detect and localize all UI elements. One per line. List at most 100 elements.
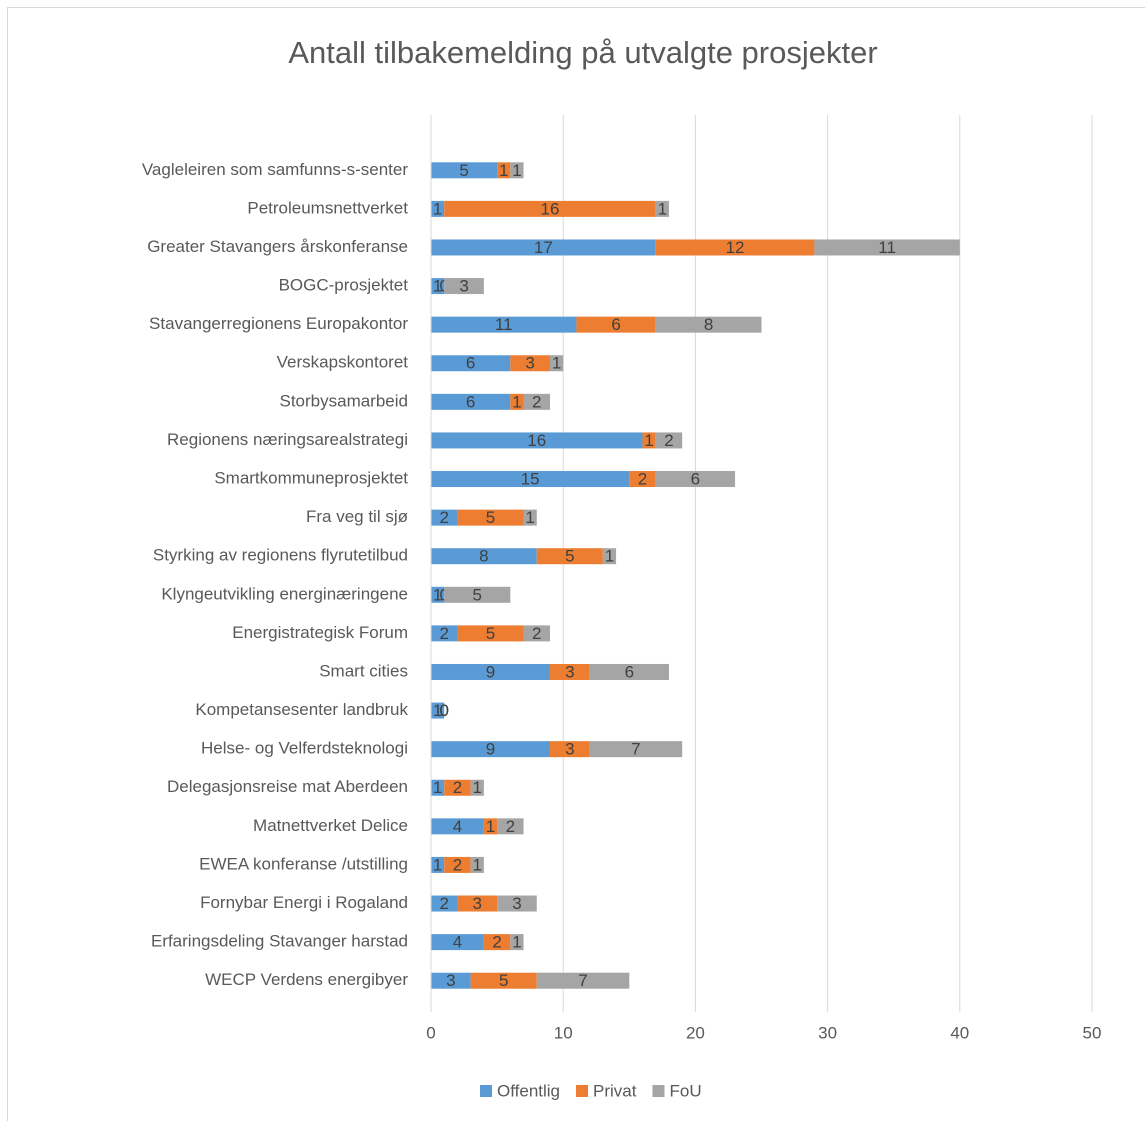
- bar: [549, 741, 590, 758]
- bar: [589, 663, 669, 680]
- data-label: 11: [495, 315, 513, 334]
- bar: [431, 895, 458, 912]
- y-tick-label: Vagleleiren som samfunns-s-senter: [142, 160, 408, 179]
- bar: [536, 548, 603, 565]
- bar: [431, 972, 471, 989]
- data-label: 3: [512, 894, 521, 913]
- y-tick-label: Klyngeutvikling energinæringene: [161, 584, 408, 603]
- data-label: 1: [433, 277, 442, 296]
- data-label: 8: [704, 315, 713, 334]
- bar: [431, 355, 511, 372]
- bar: [523, 509, 537, 526]
- y-tick-label: Greater Stavangers årskonferanse: [147, 237, 408, 256]
- data-label: 16: [541, 199, 560, 218]
- data-label: 2: [492, 933, 501, 952]
- data-label: 1: [433, 778, 442, 797]
- data-label: 6: [466, 354, 475, 373]
- y-tick-label: BOGC-prosjektet: [279, 276, 409, 295]
- data-label: 2: [638, 470, 647, 489]
- bar: [431, 509, 458, 526]
- bar: [431, 779, 445, 796]
- bar: [523, 625, 550, 642]
- y-tick-label: Fornybar Energi i Rogaland: [200, 893, 408, 912]
- bar: [629, 471, 656, 488]
- data-label: 9: [486, 662, 495, 681]
- bar: [431, 316, 577, 333]
- data-label: 3: [565, 740, 574, 759]
- legend-swatch: [480, 1085, 492, 1097]
- data-label: 5: [565, 547, 574, 566]
- bar: [431, 586, 445, 603]
- data-label: 7: [578, 971, 587, 990]
- bar: [431, 393, 511, 410]
- legend-label: Offentlig: [497, 1081, 560, 1100]
- data-label: 1: [433, 199, 442, 218]
- data-label: 3: [565, 662, 574, 681]
- data-label: 6: [466, 392, 475, 411]
- y-tick-label: Storbysamarbeid: [279, 391, 408, 410]
- legend-label: Privat: [593, 1081, 637, 1100]
- y-tick-label: EWEA konferanse /utstilling: [199, 854, 408, 873]
- bar: [497, 895, 537, 912]
- legend-swatch: [576, 1085, 589, 1097]
- y-tick-label: Matnettverket Delice: [253, 816, 408, 835]
- data-label: 2: [664, 431, 673, 450]
- data-label: 16: [527, 431, 546, 450]
- data-label: 1: [512, 392, 521, 411]
- bar: [444, 856, 471, 873]
- data-label: 17: [534, 238, 553, 257]
- bar: [431, 548, 537, 565]
- y-tick-label: Fra veg til sjø: [306, 507, 408, 526]
- bar: [444, 200, 656, 217]
- data-label: 5: [486, 624, 495, 643]
- bar: [483, 818, 498, 835]
- data-label: 2: [439, 624, 448, 643]
- y-tick-label: WECP Verdens energibyer: [205, 970, 408, 989]
- bar: [510, 934, 524, 951]
- x-tick-label: 10: [554, 1023, 573, 1042]
- bar: [510, 355, 550, 372]
- chart-title: Antall tilbakemelding på utvalgte prosje…: [288, 35, 877, 70]
- data-label: 1: [433, 855, 442, 874]
- data-label: 7: [631, 740, 640, 759]
- bar: [470, 856, 484, 873]
- y-tick-label: Regionens næringsarealstrategi: [167, 430, 408, 449]
- y-tick-label: Erfaringsdeling Stavanger harstad: [151, 932, 408, 951]
- data-label: 3: [459, 277, 468, 296]
- bar: [431, 934, 484, 951]
- data-label: 0: [439, 701, 448, 720]
- data-label: 0: [439, 701, 448, 720]
- data-label: 1: [486, 817, 495, 836]
- legend-label: FoU: [669, 1081, 701, 1100]
- x-tick-label: 20: [686, 1023, 705, 1042]
- bar: [470, 779, 484, 796]
- bar: [523, 393, 550, 410]
- bar: [655, 239, 815, 256]
- bar: [655, 316, 762, 333]
- x-tick-label: 30: [818, 1023, 837, 1042]
- bar: [457, 895, 498, 912]
- bar: [655, 471, 736, 488]
- bar: [431, 239, 656, 256]
- data-label: 5: [499, 971, 508, 990]
- data-label: 3: [473, 894, 482, 913]
- data-label: 1: [552, 354, 561, 373]
- y-tick-label: Smart cities: [319, 661, 408, 680]
- x-tick-label: 40: [950, 1023, 969, 1042]
- data-label: 2: [439, 508, 448, 527]
- data-label: 1: [499, 161, 508, 180]
- data-label: 8: [479, 547, 488, 566]
- y-tick-label: Petroleumsnettverket: [247, 198, 408, 217]
- bar: [431, 741, 550, 758]
- data-label: 2: [532, 624, 541, 643]
- y-tick-label: Energistrategisk Forum: [232, 623, 408, 642]
- y-tick-label: Delegasjonsreise mat Aberdeen: [167, 777, 408, 796]
- data-label: 1: [433, 701, 442, 720]
- bar: [431, 471, 630, 488]
- y-tick-label: Helse- og Velferdsteknologi: [201, 739, 408, 758]
- bar: [444, 586, 511, 603]
- bar: [431, 818, 484, 835]
- bar: [655, 432, 683, 449]
- bar: [457, 625, 524, 642]
